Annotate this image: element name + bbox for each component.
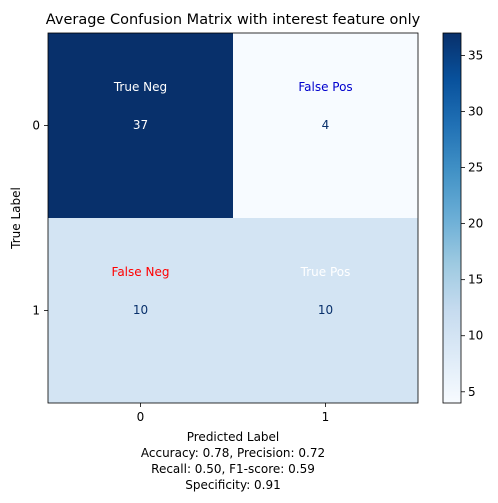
- colorbar-tick-label-4: 25: [468, 161, 483, 175]
- x-tick-label-0: 0: [137, 410, 145, 424]
- matrix-cell-texts: True Neg 37 False Pos 4 False Neg 10 True Pos 1…: [112, 80, 353, 317]
- plot-frame: [47, 32, 419, 404]
- colorbar: [442, 32, 462, 404]
- colorbar-tick-label-2: 15: [468, 273, 483, 287]
- cell-label-0-0: True Neg: [113, 80, 167, 94]
- matrix-cells: [48, 33, 418, 403]
- x-axis-label: Predicted Label: [187, 430, 280, 444]
- cell-value-0-1: 4: [322, 118, 330, 132]
- metrics-line-2: Recall: 0.50, F1-score: 0.59: [151, 462, 315, 476]
- y-axis-ticks: 01: [32, 119, 48, 318]
- colorbar-tick-label-0: 5: [468, 385, 476, 399]
- chart-title: Average Confusion Matrix with interest f…: [46, 12, 421, 28]
- colorbar-ticks: 5 10 15 20 25 30 35: [461, 48, 483, 399]
- cell-label-0-1: False Pos: [298, 80, 352, 94]
- cell-label-1-0: False Neg: [112, 265, 170, 279]
- colorbar-tick-label-6: 35: [468, 48, 483, 62]
- metrics-line-3: Specificity: 0.91: [185, 478, 281, 492]
- y-tick-label-1: 1: [32, 304, 40, 318]
- matrix-cell-0-0: [48, 33, 233, 218]
- colorbar-tick-label-3: 20: [468, 217, 483, 231]
- matrix-cell-1-0: [48, 218, 233, 403]
- y-tick-label-0: 0: [32, 119, 40, 133]
- colorbar-tick-label-5: 30: [468, 104, 483, 118]
- metrics-line-1: Accuracy: 0.78, Precision: 0.72: [141, 446, 325, 460]
- matrix-cell-1-1: [233, 218, 418, 403]
- y-axis-label: True Label: [9, 187, 23, 250]
- cell-value-0-0: 37: [133, 118, 148, 132]
- cell-value-1-1: 10: [318, 303, 333, 317]
- cell-value-1-0: 10: [133, 303, 148, 317]
- matrix-cell-0-1: [233, 33, 418, 218]
- colorbar-tick-label-1: 10: [468, 329, 483, 343]
- x-tick-label-1: 1: [322, 410, 330, 424]
- cell-label-1-1: True Pos: [300, 265, 351, 279]
